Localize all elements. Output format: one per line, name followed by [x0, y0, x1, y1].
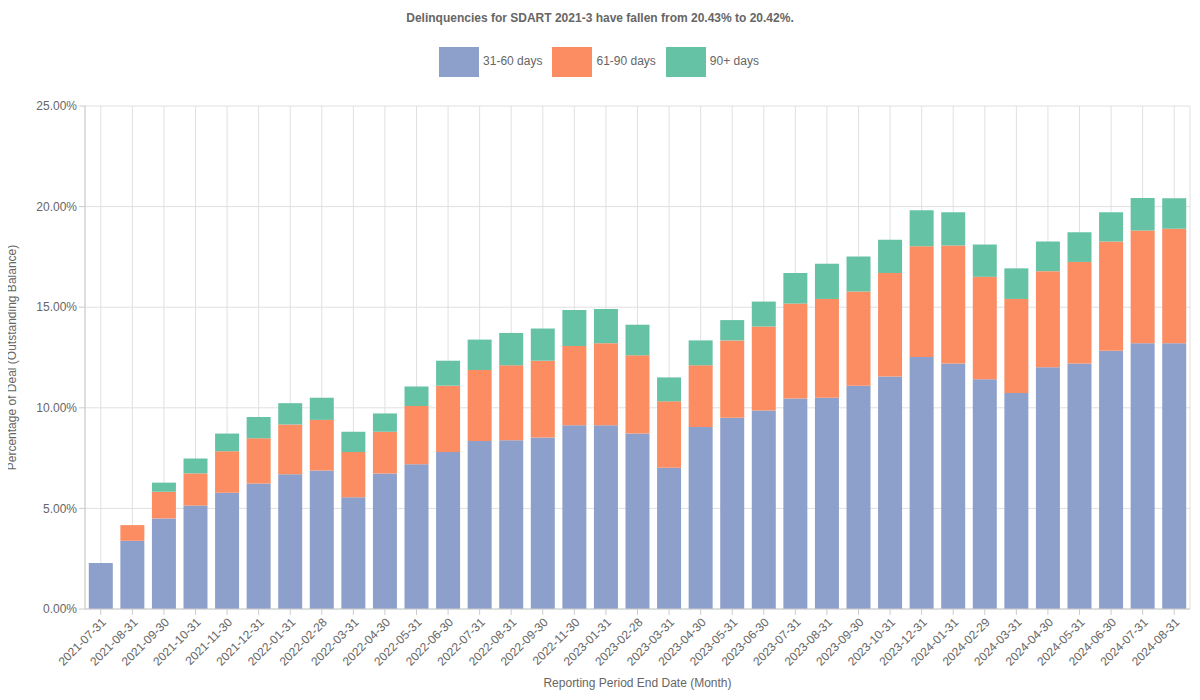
svg-text:2023-02-28: 2023-02-28: [592, 615, 646, 669]
svg-text:2021-10-31: 2021-10-31: [150, 615, 204, 669]
svg-text:2023-03-31: 2023-03-31: [623, 615, 678, 669]
svg-text:2023-06-30: 2023-06-30: [718, 615, 772, 669]
svg-text:2021-09-30: 2021-09-30: [118, 615, 173, 669]
svg-text:2024-03-31: 2024-03-31: [971, 615, 1025, 669]
svg-text:5.00%: 5.00%: [43, 502, 77, 516]
svg-text:2024-07-31: 2024-07-31: [1097, 615, 1151, 669]
svg-text:2021-11-30: 2021-11-30: [182, 615, 236, 668]
svg-text:25.00%: 25.00%: [36, 99, 77, 113]
svg-text:20.00%: 20.00%: [36, 200, 77, 214]
svg-text:2024-08-31: 2024-08-31: [1129, 615, 1183, 669]
svg-text:Percentage of Deal (Outstandin: Percentage of Deal (Outstanding Balance): [8, 245, 19, 470]
svg-text:2023-12-31: 2023-12-31: [876, 615, 930, 669]
svg-text:2023-07-31: 2023-07-31: [750, 615, 804, 669]
svg-text:2022-03-31: 2022-03-31: [308, 615, 362, 669]
svg-text:2022-02-28: 2022-02-28: [276, 615, 330, 669]
svg-text:2022-05-31: 2022-05-31: [371, 615, 425, 669]
svg-text:2022-04-30: 2022-04-30: [339, 615, 394, 669]
svg-text:2023-01-31: 2023-01-31: [560, 615, 615, 669]
svg-text:2021-12-31: 2021-12-31: [213, 615, 267, 669]
svg-text:0.00%: 0.00%: [43, 602, 77, 616]
svg-text:10.00%: 10.00%: [36, 401, 77, 415]
svg-text:2023-09-30: 2023-09-30: [813, 615, 867, 669]
svg-text:2021-07-31: 2021-07-31: [55, 615, 109, 669]
svg-text:2024-06-30: 2024-06-30: [1065, 615, 1120, 669]
svg-text:15.00%: 15.00%: [36, 300, 77, 314]
svg-text:2021-08-31: 2021-08-31: [87, 615, 141, 669]
svg-text:2023-05-31: 2023-05-31: [687, 615, 741, 669]
html-text:61-90 days: 61-90 days: [596, 54, 656, 69]
svg-text:2022-01-31: 2022-01-31: [245, 615, 299, 669]
html-text:90+ days: 90+ days: [709, 54, 759, 69]
svg-text:2024-02-29: 2024-02-29: [939, 615, 993, 669]
svg-text:2022-09-30: 2022-09-30: [497, 615, 551, 669]
svg-text:2024-01-31: 2024-01-31: [908, 615, 962, 669]
svg-text:2023-04-30: 2023-04-30: [655, 615, 709, 669]
svg-text:2022-07-31: 2022-07-31: [434, 615, 488, 669]
svg-text:2022-06-30: 2022-06-30: [402, 615, 457, 669]
svg-text:2023-10-31: 2023-10-31: [844, 615, 899, 669]
svg-text:2022-08-31: 2022-08-31: [466, 615, 520, 669]
svg-text:2024-04-30: 2024-04-30: [1002, 615, 1057, 669]
html-text:31-60 days: 31-60 days: [483, 54, 543, 69]
html-text:Delinquencies for SDART 2021-3: Delinquencies for SDART 2021-3 have fall…: [406, 11, 794, 25]
svg-text:Reporting Period End Date (Mon: Reporting Period End Date (Month): [543, 676, 731, 690]
svg-text:2022-11-30: 2022-11-30: [529, 615, 583, 668]
svg-text:2024-05-31: 2024-05-31: [1034, 615, 1088, 669]
svg-text:2023-08-31: 2023-08-31: [781, 615, 836, 669]
